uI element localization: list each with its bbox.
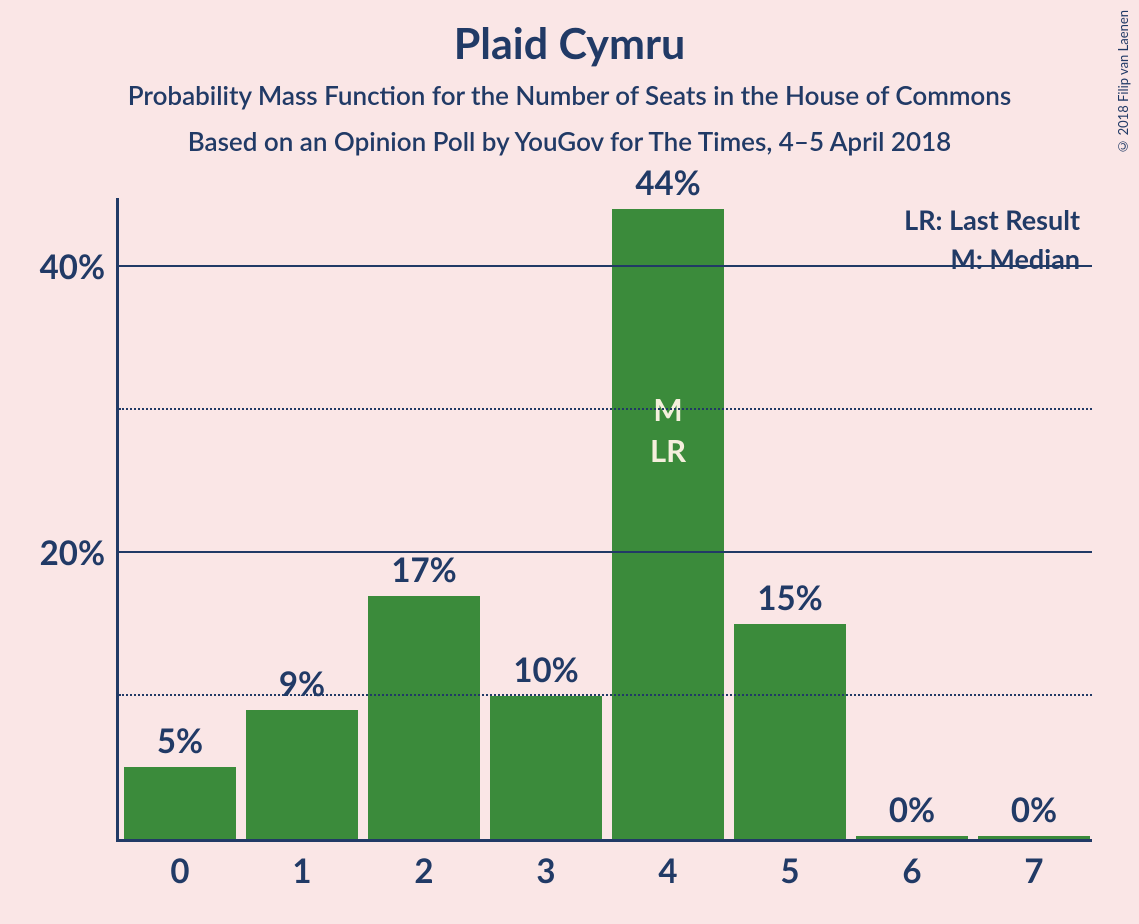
bar: 9% bbox=[246, 710, 358, 839]
x-axis-label: 1 bbox=[292, 851, 311, 891]
y-axis-label: 40% bbox=[40, 247, 105, 287]
bar-value-label: 17% bbox=[391, 550, 456, 590]
gridline-solid bbox=[119, 265, 1092, 267]
bar-value-label: 44% bbox=[635, 163, 700, 203]
x-axis-label: 7 bbox=[1024, 851, 1043, 891]
x-axis-label: 6 bbox=[902, 851, 921, 891]
subtitle-2: Based on an Opinion Poll by YouGov for T… bbox=[0, 125, 1139, 157]
x-axis-label: 0 bbox=[170, 851, 189, 891]
plot-area: LR: Last Result M: Median 5%9%17%10%44%M… bbox=[116, 198, 1092, 842]
gridline-dotted bbox=[119, 694, 1092, 696]
x-axis-label: 2 bbox=[414, 851, 433, 891]
bar-annotation: MLR bbox=[650, 389, 686, 470]
chart-container: LR: Last Result M: Median 5%9%17%10%44%M… bbox=[36, 198, 1106, 898]
bars-group: 5%9%17%10%44%MLR15%0%0% bbox=[119, 198, 1092, 839]
bar-value-label: 9% bbox=[279, 664, 325, 704]
main-title: Plaid Cymru bbox=[0, 18, 1139, 69]
y-axis-label: 20% bbox=[40, 533, 105, 573]
x-axis-label: 3 bbox=[536, 851, 555, 891]
gridline-solid bbox=[119, 551, 1092, 553]
gridline-dotted bbox=[119, 408, 1092, 410]
bar: 15% bbox=[734, 624, 846, 839]
bar: 0% bbox=[978, 836, 1090, 839]
bar: 0% bbox=[856, 836, 968, 839]
copyright-text: © 2018 Filip van Laenen bbox=[1115, 10, 1131, 155]
subtitle-1: Probability Mass Function for the Number… bbox=[0, 79, 1139, 111]
bar-value-label: 10% bbox=[513, 650, 578, 690]
bar-value-label: 5% bbox=[157, 721, 203, 761]
bar: 17% bbox=[368, 596, 480, 839]
bar: 10% bbox=[490, 696, 602, 839]
bar-value-label: 0% bbox=[889, 790, 935, 830]
bar: 44%MLR bbox=[612, 209, 724, 839]
bar-value-label: 15% bbox=[757, 578, 822, 618]
bar-value-label: 0% bbox=[1011, 790, 1057, 830]
bar: 5% bbox=[124, 767, 236, 839]
x-axis-label: 5 bbox=[780, 851, 799, 891]
x-axis-label: 4 bbox=[658, 851, 677, 891]
title-block: Plaid Cymru Probability Mass Function fo… bbox=[0, 0, 1139, 157]
